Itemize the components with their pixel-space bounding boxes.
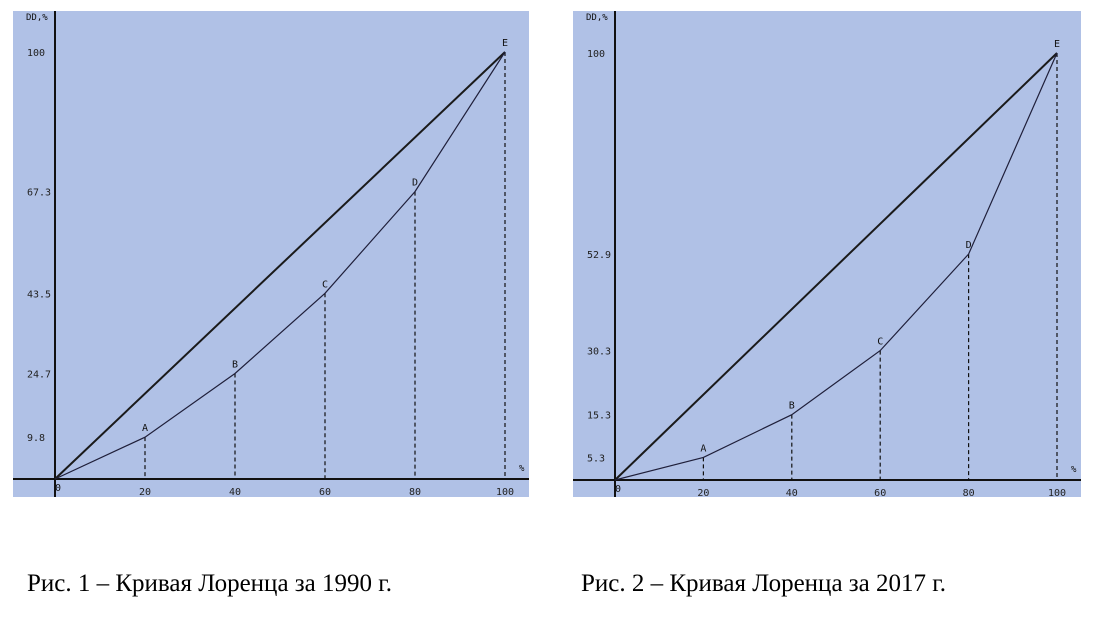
lorenz-chart-2017: A B C D E 5.3 15.3 30.3 52.9 100 20 40 60 80 100 0 DD,%% — [573, 11, 1081, 497]
equality-line — [54, 51, 506, 480]
y-tick-label: 43.5 — [27, 289, 51, 300]
x-tick-label: 100 — [1048, 488, 1066, 497]
plot-background — [13, 11, 529, 497]
point-label-b: B — [232, 360, 238, 371]
point-label-d: D — [966, 240, 972, 251]
x-axis-title: % — [1071, 465, 1077, 475]
x-tick-label: 40 — [786, 488, 798, 497]
caption-1990: Рис. 1 – Кривая Лоренца за 1990 г. — [27, 570, 392, 597]
chart-svg-1990: A B C D E 9.8 24.7 43.5 67.3 100 20 40 60 80 100 0 DD,%% — [13, 11, 529, 497]
point-label-c: C — [322, 279, 328, 290]
y-tick-label: 24.7 — [27, 370, 51, 381]
point-label-e: E — [502, 38, 508, 49]
point-label-a: A — [700, 443, 706, 454]
y-tick-label: 5.3 — [587, 453, 605, 464]
point-label-d: D — [412, 178, 418, 189]
y-axis-title: DD,% — [26, 13, 48, 23]
lorenz-curve — [54, 51, 506, 480]
y-axis-title: DD,% — [586, 13, 608, 23]
lorenz-curve — [614, 52, 1058, 481]
y-tick-label: 67.3 — [27, 188, 51, 199]
origin-label: 0 — [615, 484, 621, 495]
y-tick-label: 100 — [27, 48, 45, 59]
x-tick-label: 60 — [319, 487, 331, 497]
origin-label: 0 — [55, 483, 61, 494]
y-tick-label: 52.9 — [587, 250, 611, 261]
caption-2017: Рис. 2 – Кривая Лоренца за 2017 г. — [581, 570, 946, 597]
x-tick-label: 20 — [697, 488, 709, 497]
x-tick-label: 80 — [409, 487, 421, 497]
x-tick-label: 60 — [874, 488, 886, 497]
x-tick-label: 40 — [229, 487, 241, 497]
x-tick-label: 80 — [963, 488, 975, 497]
chart-svg-2017: A B C D E 5.3 15.3 30.3 52.9 100 20 40 60 80 100 0 DD,%% — [573, 11, 1081, 497]
x-tick-label: 20 — [139, 487, 151, 497]
y-tick-label: 100 — [587, 49, 605, 60]
lorenz-chart-1990: A B C D E 9.8 24.7 43.5 67.3 100 20 40 60 80 100 0 DD,%% — [13, 11, 529, 497]
y-tick-label: 15.3 — [587, 411, 611, 422]
x-tick-label: 100 — [496, 487, 514, 497]
equality-line — [614, 52, 1058, 481]
x-axis-title: % — [519, 464, 525, 474]
point-label-a: A — [142, 423, 148, 434]
point-label-e: E — [1054, 39, 1060, 50]
y-tick-label: 9.8 — [27, 433, 45, 444]
point-label-b: B — [789, 401, 795, 412]
plot-background — [573, 11, 1081, 497]
point-label-c: C — [877, 337, 883, 348]
y-tick-label: 30.3 — [587, 347, 611, 358]
